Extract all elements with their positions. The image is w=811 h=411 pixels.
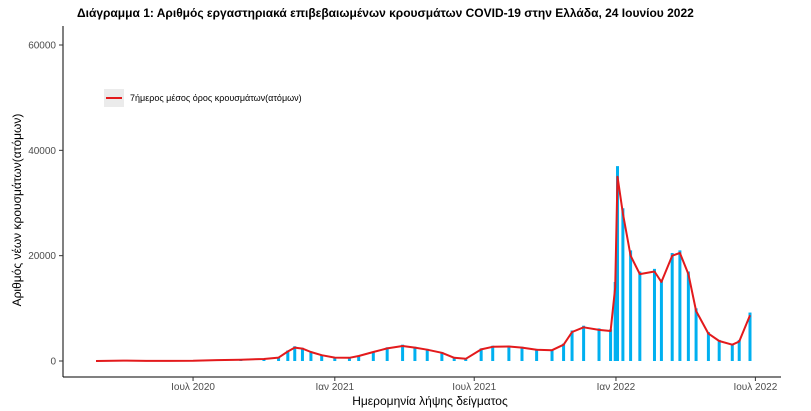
- x-tick-label: Ιαν 2021: [316, 382, 355, 393]
- x-tick-label: Ιουλ 2021: [452, 382, 496, 393]
- x-tick-label: Ιουλ 2022: [733, 382, 777, 393]
- chart-title: Διάγραμμα 1: Αριθμός εργαστηριακά επιβεβ…: [77, 6, 694, 20]
- legend-label: 7ήμερος μέσος όρος κρουσμάτων(ατόμων): [130, 93, 302, 103]
- seven-day-average-line: [95, 175, 751, 362]
- x-tick-label: Ιουλ 2020: [171, 382, 215, 393]
- x-axis-ticks: Ιουλ 2020 Ιαν 2021 Ιουλ 2021 Ιαν 2022 Ιουλ 2…: [171, 377, 778, 393]
- y-axis-ticks: 0 20000 40000 60000: [28, 41, 63, 368]
- x-axis-title: Ημερομηνία λήψης δείγματος: [352, 394, 508, 408]
- y-tick-label: 40000: [28, 146, 56, 157]
- y-tick-label: 60000: [28, 41, 56, 52]
- daily-cases-bars: [121, 166, 752, 361]
- y-axis-title: Αριθμός νέων κρουσμάτων(ατόμων): [10, 114, 24, 307]
- y-tick-label: 0: [50, 357, 56, 368]
- x-tick-label: Ιαν 2022: [597, 382, 636, 393]
- legend: 7ήμερος μέσος όρος κρουσμάτων(ατόμων): [104, 89, 302, 107]
- y-tick-label: 20000: [28, 251, 56, 262]
